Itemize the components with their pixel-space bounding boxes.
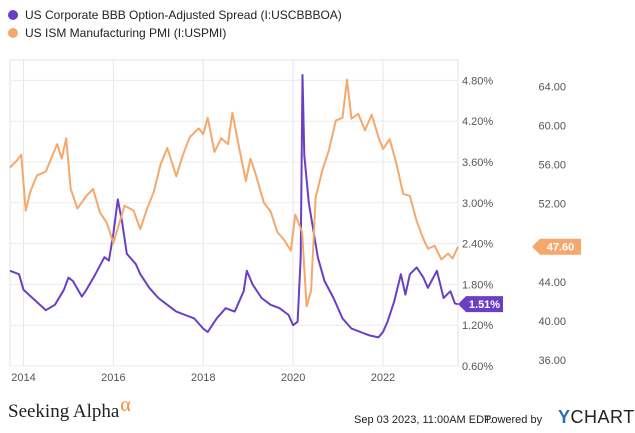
y-right-tick-label-6: 60.00 <box>538 121 566 133</box>
legend: US Corporate BBB Option-Adjusted Spread … <box>8 6 342 42</box>
y-left-tick-label-6: 4.20% <box>462 116 493 128</box>
x-axis: 2014 2016 2018 2020 2022 <box>11 372 395 384</box>
footer: Seeking Alphaα Sep 03 2023, 11:00AM EDT.… <box>0 394 635 433</box>
x-tick-label-2: 2018 <box>191 372 215 384</box>
y-axis-left: 0.60% 1.20% 1.80% 2.40% 3.00% 3.60% 4.20% 4.80% <box>462 75 493 373</box>
y-right-tick-label-7: 64.00 <box>538 81 566 93</box>
y-right-tick-label-2: 44.00 <box>538 277 566 289</box>
ycharts-y-mark: Y <box>558 407 571 427</box>
alpha-symbol: α <box>120 394 131 416</box>
x-tick-label-3: 2020 <box>281 372 305 384</box>
ycharts-wordmark: CHARTS <box>570 407 635 427</box>
y-left-tick-label-2: 1.80% <box>462 279 493 291</box>
y-right-tick-label-4: 52.00 <box>538 199 566 211</box>
timestamp: Sep 03 2023, 11:00AM EDT. <box>354 414 493 426</box>
y-right-tick-label-5: 56.00 <box>538 160 566 172</box>
series-layer <box>9 74 459 339</box>
last-value-badge-ism-pmi <box>532 238 581 255</box>
x-tick-label-0: 2014 <box>11 372 35 384</box>
series-line-bbb-spread <box>9 74 459 339</box>
last-value-label-ism-pmi: 47.60 <box>547 242 575 254</box>
y-left-tick-label-0: 0.60% <box>462 361 493 373</box>
y-left-tick-label-7: 4.80% <box>462 75 493 87</box>
last-value-badge-bbb-spread <box>458 296 503 313</box>
legend-label-bbb-spread: US Corporate BBB Option-Adjusted Spread … <box>25 8 342 22</box>
series-line-ism-pmi <box>9 78 459 308</box>
legend-swatch-ism-pmi <box>8 28 18 38</box>
y-right-tick-label-0: 36.00 <box>538 355 566 367</box>
y-left-tick-label-3: 2.40% <box>462 239 493 251</box>
plot-area <box>9 59 459 367</box>
seeking-alpha-logo[interactable]: Seeking Alphaα <box>8 394 131 423</box>
y-left-tick-label-1: 1.20% <box>462 320 493 332</box>
y-left-tick-label-4: 3.00% <box>462 198 493 210</box>
powered-by-text: Powered by <box>484 414 543 426</box>
ycharts-logo[interactable]: YCHARTS <box>558 407 635 428</box>
x-tick-label-4: 2022 <box>371 372 395 384</box>
legend-swatch-bbb-spread <box>8 10 18 20</box>
y-left-tick-label-5: 3.60% <box>462 157 493 169</box>
y-right-tick-label-1: 40.00 <box>538 316 566 328</box>
last-value-labels: 1.51% 47.60 <box>458 238 581 313</box>
legend-item-ism-pmi[interactable]: US ISM Manufacturing PMI (I:USPMI) <box>8 24 342 42</box>
chart: 2014 2016 2018 2020 2022 0.60% 1.20% 1.80% 2.40… <box>9 59 581 384</box>
last-value-label-bbb-spread: 1.51% <box>469 299 500 311</box>
grid <box>10 60 458 367</box>
brand-text: Seeking Alpha <box>8 401 120 422</box>
legend-label-ism-pmi: US ISM Manufacturing PMI (I:USPMI) <box>25 26 227 40</box>
x-tick-label-1: 2016 <box>101 372 125 384</box>
legend-item-bbb-spread[interactable]: US Corporate BBB Option-Adjusted Spread … <box>8 6 342 24</box>
